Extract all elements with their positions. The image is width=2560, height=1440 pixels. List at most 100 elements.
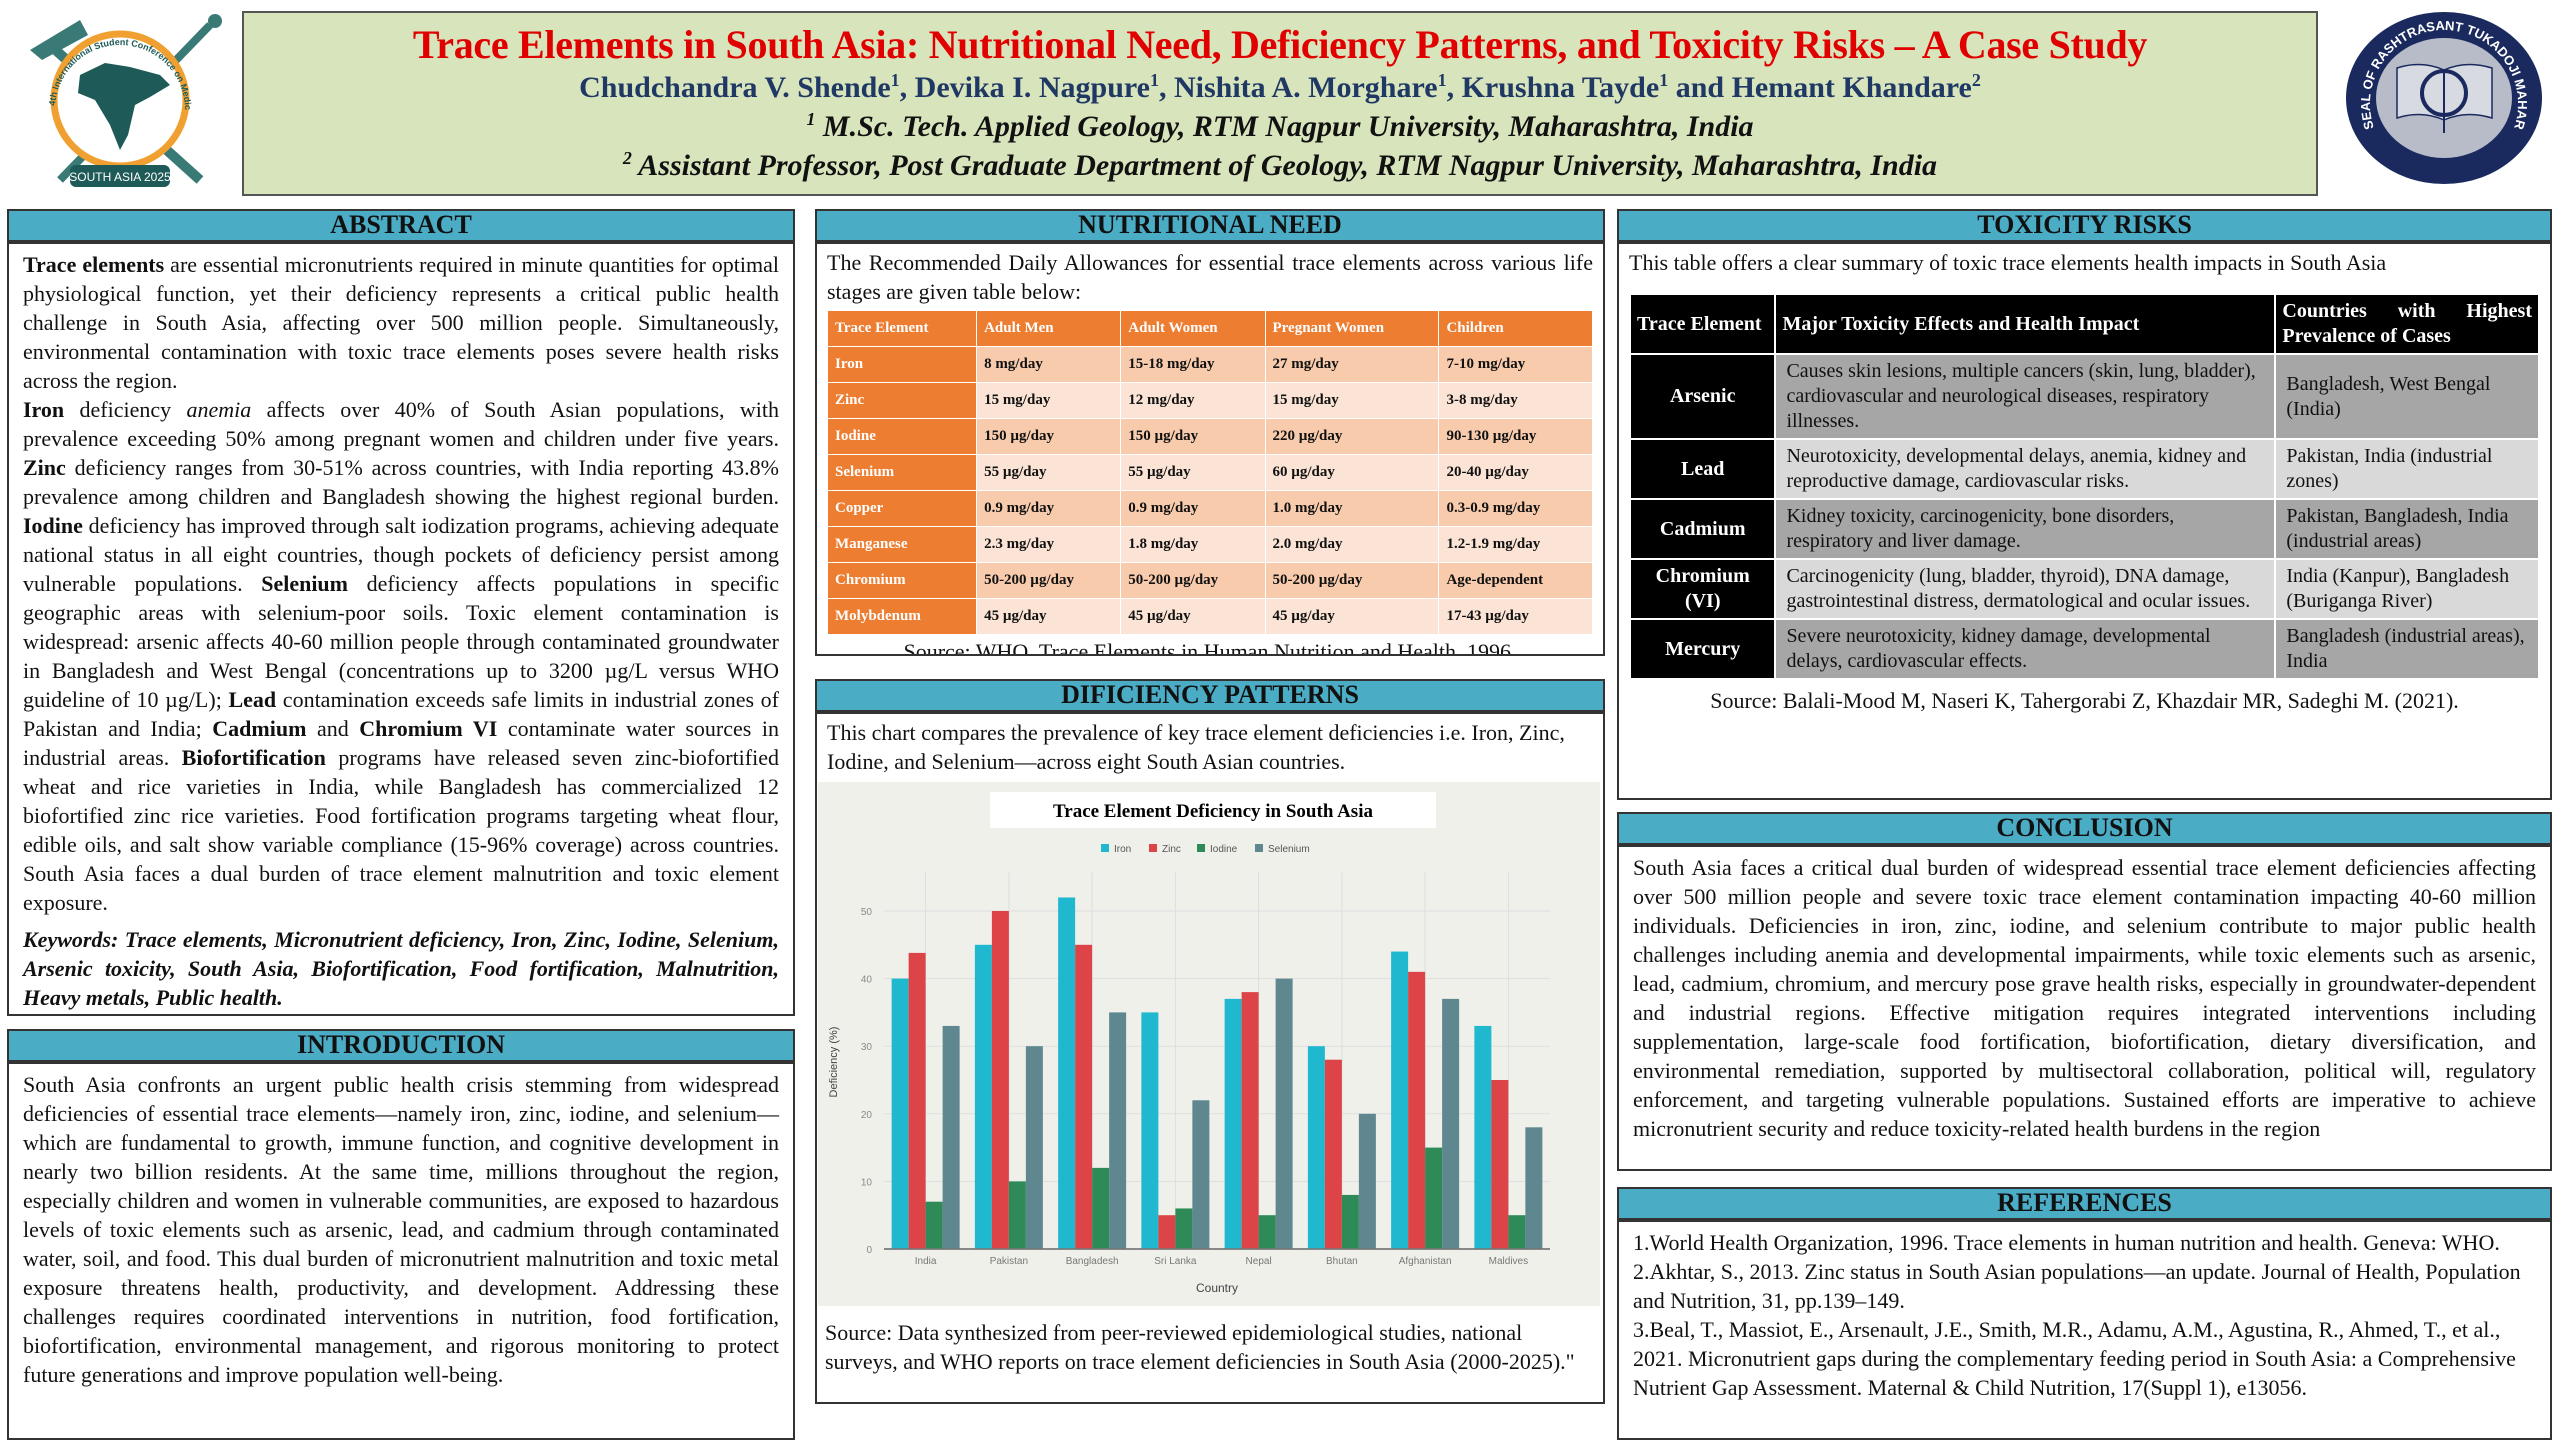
bar-iodine-bhutan	[1341, 1194, 1359, 1249]
element-cell: Iodine	[826, 418, 978, 455]
element-cell: Iron	[826, 346, 978, 383]
reference-item: 3.Beal, T., Massiot, E., Arsenault, J.E.…	[1633, 1317, 2516, 1400]
text-run: deficiency	[64, 397, 187, 422]
legend-label: Zinc	[1162, 844, 1181, 855]
bold-term: Cadmium	[212, 716, 307, 741]
author-separator: and	[1668, 71, 1732, 104]
x-tick-label: Nepal	[1246, 1256, 1272, 1267]
table-row: Cadmium Kidney toxicity, carcinogenicity,…	[1628, 498, 2540, 560]
x-tick-label: Afghanistan	[1399, 1256, 1452, 1267]
column-header: Trace Element	[826, 310, 978, 347]
toxicity-heading: TOXICITY RISKS	[1617, 209, 2552, 242]
nutritional-need-body: The Recommended Daily Allowances for ess…	[815, 242, 1605, 656]
bar-iron-afghanistan	[1391, 951, 1409, 1249]
bar-selenium-maldives	[1525, 1127, 1543, 1249]
rda-cell: Age-dependent	[1438, 562, 1593, 599]
logo-banner-text: SOUTH ASIA 2025	[69, 170, 171, 184]
bold-term: Iodine	[23, 513, 83, 538]
table-header-row: Trace Element Major Toxicity Effects and …	[1628, 293, 2540, 355]
deficiency-patterns-intro: This chart compares the prevalence of ke…	[827, 720, 1565, 774]
bar-zinc-bangladesh	[1075, 944, 1093, 1249]
bar-zinc-nepal	[1241, 992, 1259, 1249]
rda-cell: 55 µg/day	[976, 454, 1122, 491]
bar-iron-sri-lanka	[1141, 1012, 1159, 1249]
rda-cell: 2.3 mg/day	[976, 526, 1122, 563]
author-name: Nishita A. Morghare	[1173, 71, 1438, 104]
nutritional-need-intro: The Recommended Daily Allowances for ess…	[827, 250, 1593, 304]
om-symbol-icon	[2420, 69, 2468, 117]
y-tick-label: 40	[861, 975, 873, 986]
rda-cell: 90-130 µg/day	[1438, 418, 1593, 455]
bar-zinc-bhutan	[1324, 1059, 1342, 1249]
south-asia-map-icon	[78, 63, 170, 150]
author-affiliation-marker: 1	[890, 70, 900, 90]
table-row: Arsenic Causes skin lesions, multiple can…	[1628, 353, 2540, 440]
rda-cell: 60 µg/day	[1264, 454, 1440, 491]
element-cell: Lead	[1628, 438, 1777, 500]
nutritional-need-heading: NUTRITIONAL NEED	[815, 209, 1605, 242]
affiliation-2: 2 Assistant Professor, Post Graduate Dep…	[244, 148, 2316, 183]
conference-logo: 4th International Student Conference on …	[6, 0, 230, 195]
effects-cell: Severe neurotoxicity, kidney damage, dev…	[1774, 618, 2277, 680]
chart-title: Trace Element Deficiency in South Asia	[1053, 801, 1373, 822]
column-header: Countries with Highest Prevalence of Cas…	[2274, 293, 2540, 355]
author-name: Hemant Khandare	[1731, 71, 1972, 104]
rda-cell: 150 µg/day	[1120, 418, 1266, 455]
element-cell: Manganese	[826, 526, 978, 563]
text-run: are essential micronutrients required in…	[23, 252, 779, 393]
bold-term: Zinc	[23, 455, 66, 480]
text-run: deficiency affects populations in specif…	[23, 571, 779, 712]
legend-label: Iron	[1114, 844, 1131, 855]
countries-cell: Bangladesh (industrial areas), India	[2274, 618, 2540, 680]
affiliation-text: Assistant Professor, Post Graduate Depar…	[631, 149, 1938, 182]
conclusion-text: South Asia faces a critical dual burden …	[1633, 855, 2536, 1141]
element-cell: Cadmium	[1628, 498, 1777, 560]
rda-cell: 0.3-0.9 mg/day	[1438, 490, 1593, 527]
countries-cell: India (Kanpur), Bangladesh (Buriganga Ri…	[2274, 558, 2540, 620]
bar-zinc-afghanistan	[1408, 971, 1426, 1249]
bar-selenium-bhutan	[1358, 1113, 1376, 1249]
reference-item: 2.Akhtar, S., 2013. Zinc status in South…	[1633, 1259, 2521, 1313]
legend-label: Selenium	[1268, 844, 1310, 855]
rda-cell: 20-40 µg/day	[1438, 454, 1593, 491]
bold-term: Biofortification	[181, 745, 326, 770]
conclusion-heading: CONCLUSION	[1617, 812, 2552, 845]
element-cell: Chromium	[826, 562, 978, 599]
bar-iron-bangladesh	[1058, 897, 1076, 1249]
nutritional-need-source: Source: WHO, Trace Elements in Human Nut…	[903, 639, 1517, 656]
table-row: Chromium 50-200 µg/day 50-200 µg/day 50-200…	[826, 562, 1593, 599]
rda-cell: 15-18 mg/day	[1120, 346, 1266, 383]
x-tick-label: Sri Lanka	[1154, 1256, 1197, 1267]
x-tick-label: Bhutan	[1326, 1256, 1358, 1267]
bold-term: Lead	[228, 687, 277, 712]
bar-selenium-pakistan	[1025, 1046, 1043, 1249]
bar-selenium-nepal	[1275, 978, 1293, 1249]
effects-cell: Causes skin lesions, multiple cancers (s…	[1774, 353, 2277, 440]
bar-zinc-india	[908, 952, 926, 1249]
bar-zinc-maldives	[1491, 1080, 1509, 1249]
bold-term: Trace elements	[23, 252, 165, 277]
rda-cell: 3-8 mg/day	[1438, 382, 1593, 419]
y-tick-label: 20	[861, 1110, 873, 1121]
introduction-body: South Asia confronts an urgent public he…	[7, 1062, 795, 1440]
bar-iodine-nepal	[1258, 1215, 1276, 1249]
author-separator: ,	[1158, 71, 1174, 104]
bar-iron-nepal	[1224, 998, 1242, 1249]
rda-cell: 15 mg/day	[976, 382, 1122, 419]
affiliation-marker: 1	[806, 109, 816, 129]
table-row: Manganese 2.3 mg/day 1.8 mg/day 2.0 mg/day 1…	[826, 526, 1593, 563]
university-seal: SEAL OF RASHTRASANT TUKADOJI MAHARAJ NAG…	[2337, 0, 2547, 188]
rda-cell: 45 µg/day	[976, 598, 1122, 635]
rda-cell: 0.9 mg/day	[1120, 490, 1266, 527]
countries-cell: Pakistan, India (industrial zones)	[2274, 438, 2540, 500]
rda-cell: 0.9 mg/day	[976, 490, 1122, 527]
abstract-keywords: Keywords: Trace elements, Micronutrient …	[23, 927, 779, 1010]
x-tick-label: Maldives	[1489, 1256, 1528, 1267]
bar-iron-pakistan	[974, 944, 992, 1249]
bar-zinc-pakistan	[991, 911, 1009, 1249]
rda-table: Trace Element Adult Men Adult Women Pregnan…	[826, 310, 1593, 635]
text-run: deficiency has improved through salt iod…	[23, 513, 779, 596]
toxicity-intro: This table offers a clear summary of tox…	[1629, 250, 2387, 275]
bar-iodine-india	[925, 1201, 943, 1249]
effects-cell: Kidney toxicity, carcinogenicity, bone d…	[1774, 498, 2277, 560]
